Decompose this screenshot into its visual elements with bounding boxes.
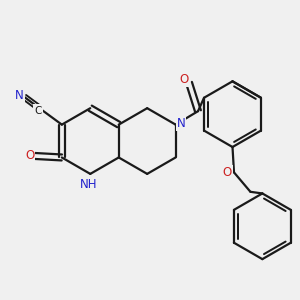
Text: N: N: [15, 89, 23, 102]
Text: O: O: [223, 166, 232, 179]
Text: C: C: [34, 106, 42, 116]
Text: NH: NH: [80, 178, 98, 191]
Text: O: O: [179, 73, 188, 86]
Text: O: O: [25, 149, 34, 163]
Text: N: N: [177, 117, 185, 130]
